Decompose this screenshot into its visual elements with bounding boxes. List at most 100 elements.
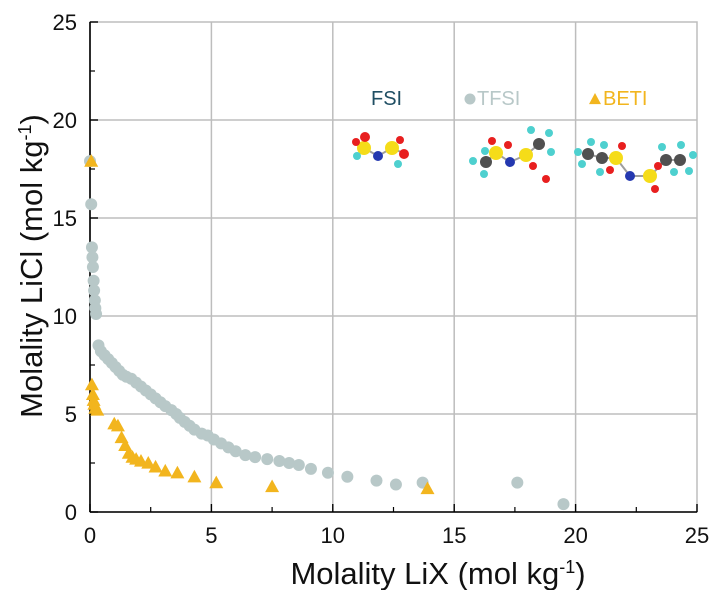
tfsi-point bbox=[249, 451, 262, 464]
x-tick-label: 20 bbox=[563, 523, 587, 548]
beti-point bbox=[84, 377, 99, 391]
molecule-atom bbox=[360, 132, 370, 142]
molecule-atom bbox=[353, 152, 361, 160]
grid-layer bbox=[90, 22, 697, 512]
molecule-atom bbox=[545, 129, 553, 137]
molecule-atom bbox=[385, 141, 399, 155]
tfsi-point bbox=[87, 274, 100, 287]
tfsi-point bbox=[292, 458, 305, 471]
tfsi-point bbox=[90, 308, 103, 321]
molecule-atom bbox=[542, 175, 550, 183]
legend-beti-triangle-icon bbox=[589, 93, 601, 105]
molecule-tfsi bbox=[469, 126, 555, 183]
y-tick-label: 25 bbox=[53, 10, 77, 35]
y-axis-title: Molality LiCl (mol kg-1) bbox=[14, 114, 49, 418]
tfsi-point bbox=[86, 251, 99, 264]
molecule-atom bbox=[600, 141, 608, 149]
beti-point bbox=[158, 463, 173, 477]
beti-point bbox=[90, 403, 105, 416]
molecule-atom bbox=[529, 162, 537, 170]
molecule-atom bbox=[654, 162, 662, 170]
molecule-atom bbox=[396, 136, 404, 144]
molecule-atom bbox=[373, 151, 383, 161]
molecule-fsi bbox=[352, 132, 409, 168]
beti-point bbox=[85, 387, 100, 400]
y-tick-label: 0 bbox=[65, 500, 77, 525]
molecule-atom bbox=[574, 148, 582, 156]
y-tick-label: 10 bbox=[53, 304, 77, 329]
y-tick-label: 20 bbox=[53, 108, 77, 133]
molecule-atom bbox=[618, 142, 626, 150]
x-tick-label: 10 bbox=[321, 523, 345, 548]
beti-point bbox=[187, 469, 202, 483]
tfsi-point bbox=[273, 455, 286, 468]
x-tick-label: 25 bbox=[685, 523, 709, 548]
molecule-atom bbox=[609, 151, 623, 165]
molecule-atom bbox=[660, 154, 672, 166]
beti-point bbox=[209, 475, 224, 489]
tfsi-point bbox=[85, 198, 98, 211]
tfsi-point bbox=[389, 478, 402, 491]
molecule-atom bbox=[533, 138, 545, 150]
tfsi-point bbox=[370, 474, 383, 487]
tfsi-point bbox=[283, 457, 296, 469]
molecule-atom bbox=[658, 143, 666, 151]
molecule-atom bbox=[480, 170, 488, 178]
tfsi-point bbox=[86, 261, 99, 273]
tfsi-point bbox=[85, 241, 98, 254]
beti-point bbox=[170, 465, 185, 479]
molecule-atom bbox=[481, 147, 489, 155]
molecule-atom bbox=[504, 141, 512, 149]
molecule-beti bbox=[574, 138, 697, 193]
tfsi-point bbox=[304, 462, 317, 475]
molecule-atom bbox=[578, 160, 586, 168]
molecule-atom bbox=[685, 167, 693, 175]
molecule-atom bbox=[625, 171, 635, 181]
molecule-atom bbox=[527, 126, 535, 134]
molecule-atom bbox=[505, 157, 515, 167]
tfsi-point bbox=[229, 445, 242, 458]
molecule-atom bbox=[596, 152, 608, 164]
tfsi-point bbox=[341, 470, 354, 483]
molecule-atom bbox=[547, 148, 555, 156]
legend-layer: FSI TFSI BETI bbox=[371, 88, 647, 110]
tfsi-point bbox=[261, 453, 274, 466]
legend-label-tfsi: TFSI bbox=[477, 88, 520, 110]
y-tick-label: 15 bbox=[53, 206, 77, 231]
beti-point bbox=[148, 459, 163, 473]
label-layer: Molality LiX (mol kg-1) Molality LiCl (mo… bbox=[14, 114, 586, 591]
beti-point bbox=[141, 456, 156, 469]
tfsi-point bbox=[321, 466, 334, 479]
molecule-atom bbox=[488, 137, 496, 145]
molecule-atom bbox=[394, 160, 402, 168]
y-tick-label: 5 bbox=[65, 402, 77, 427]
tfsi-point bbox=[88, 284, 101, 297]
x-tick-label: 0 bbox=[84, 523, 96, 548]
tfsi-point bbox=[239, 449, 252, 462]
beti-point bbox=[420, 481, 435, 495]
molecule-atom bbox=[643, 169, 657, 183]
molecule-atom bbox=[480, 156, 492, 168]
molecule-atom bbox=[689, 151, 697, 159]
molecule-atom bbox=[606, 166, 614, 174]
molecule-atom bbox=[469, 157, 477, 165]
legend-label-fsi: FSI bbox=[371, 88, 402, 110]
molecule-atom bbox=[596, 168, 604, 176]
molecule-atom bbox=[352, 138, 360, 146]
molecule-atom bbox=[587, 138, 595, 146]
molecule-atom bbox=[357, 141, 371, 155]
molecule-atom bbox=[651, 185, 659, 193]
legend-tfsi-circle-icon bbox=[464, 93, 476, 105]
molecule-atom bbox=[674, 154, 686, 166]
x-tick-label: 5 bbox=[205, 523, 217, 548]
series-layer bbox=[84, 154, 570, 511]
molecule-atom bbox=[582, 148, 594, 160]
beti-point bbox=[110, 418, 125, 432]
x-axis-title: Molality LiX (mol kg-1) bbox=[290, 556, 585, 590]
tfsi-point bbox=[511, 476, 524, 489]
molecule-atom bbox=[677, 141, 685, 149]
legend-label-beti: BETI bbox=[603, 88, 647, 110]
molecule-atom bbox=[489, 146, 503, 160]
molecule-atom bbox=[399, 149, 409, 159]
